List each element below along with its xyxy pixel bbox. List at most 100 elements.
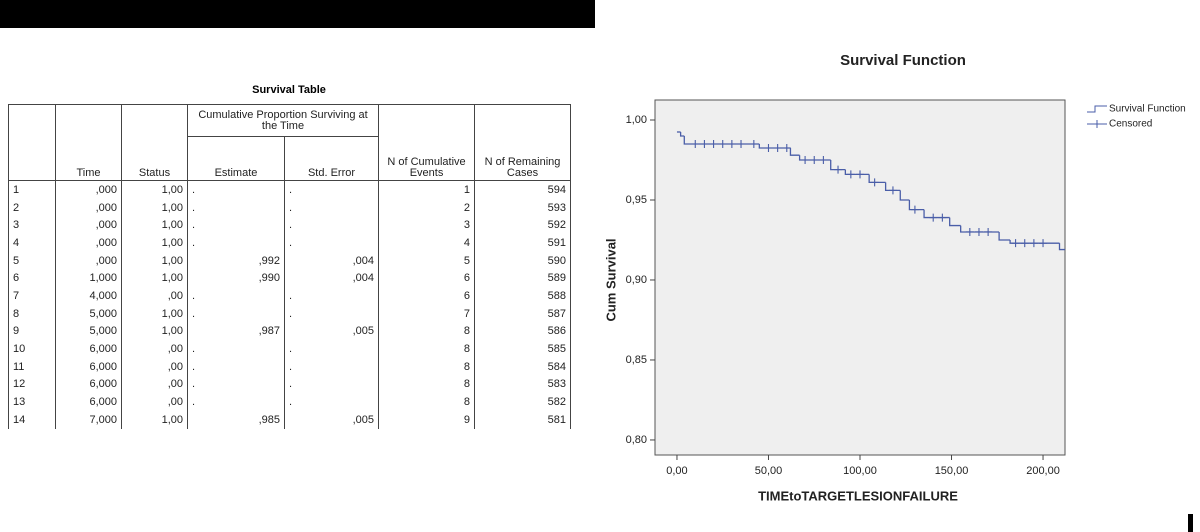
table-cell: 12 bbox=[8, 375, 56, 394]
censored-mark bbox=[1039, 239, 1048, 248]
header-cell: Cumulative Proportion Surviving at the T… bbox=[186, 104, 380, 137]
table-row: 13 6,000,00.. 8 582 bbox=[8, 393, 572, 411]
table-cell: 593 bbox=[474, 198, 572, 217]
censored-mark bbox=[870, 178, 879, 187]
table-cell: ,00 bbox=[121, 375, 188, 394]
table-cell: 1,00 bbox=[121, 410, 188, 429]
x-tick-label: 150,00 bbox=[935, 465, 969, 477]
plot-marks bbox=[676, 131, 1065, 251]
survival-step bbox=[899, 190, 910, 201]
legend-label: Survival Function bbox=[1109, 104, 1186, 115]
table-cell: 591 bbox=[474, 234, 572, 252]
y-tick-label: 0,85 bbox=[626, 354, 647, 366]
censored-mark bbox=[727, 139, 736, 148]
table-cell: ,992 bbox=[187, 251, 285, 270]
table-cell: 583 bbox=[474, 375, 572, 394]
chart-title: Survival Function bbox=[840, 52, 966, 69]
table-cell: . bbox=[283, 375, 380, 394]
x-tick-label: 50,00 bbox=[755, 465, 783, 477]
table-cell: . bbox=[283, 393, 380, 411]
table-cell: ,00 bbox=[121, 393, 188, 411]
censored-mark bbox=[718, 139, 727, 148]
table-cell: ,004 bbox=[283, 269, 380, 288]
survival-step bbox=[679, 131, 685, 137]
table-title: Survival Table bbox=[252, 84, 326, 96]
legend-swatch bbox=[1087, 120, 1107, 128]
survival-table: Time Status Cumulative Proportion Surviv… bbox=[8, 104, 572, 429]
table-cell: 4,000 bbox=[55, 287, 122, 305]
table-cell: ,987 bbox=[187, 322, 285, 341]
table-cell: . bbox=[283, 216, 380, 235]
censored-mark bbox=[856, 170, 864, 179]
censored-mark bbox=[709, 139, 718, 148]
censored-mark bbox=[764, 143, 773, 152]
x-tick-label: 100,00 bbox=[843, 465, 877, 477]
table-row: 1,000 1,00.. 1 594 bbox=[8, 180, 572, 199]
table-cell: . bbox=[283, 180, 380, 199]
table-row: 14 7,000 1,00,985,005 9 581 bbox=[8, 410, 572, 429]
censored-mark bbox=[929, 213, 938, 222]
censored-mark bbox=[888, 186, 897, 195]
y-tick-label: 1,00 bbox=[626, 114, 647, 126]
table-cell: 1,00 bbox=[121, 269, 188, 288]
table-row: 7 4,000,00.. 6 588 bbox=[8, 287, 572, 305]
table-cell: . bbox=[283, 198, 380, 217]
x-tick-label: 0,00 bbox=[666, 465, 687, 477]
table-cell: 1,00 bbox=[121, 304, 188, 323]
table-cell: 6,000 bbox=[55, 393, 122, 411]
table-cell: 1,000 bbox=[55, 269, 122, 288]
table-row: 4,000 1,00.. 4 591 bbox=[8, 234, 572, 252]
table-cell: 584 bbox=[474, 357, 572, 376]
table-cell: 6,000 bbox=[55, 375, 122, 394]
table-cell: ,000 bbox=[55, 251, 122, 270]
header-cell: Status bbox=[121, 104, 188, 181]
legend-swatch bbox=[1087, 105, 1107, 113]
survival-step bbox=[1058, 243, 1065, 251]
table-row: 12 6,000,00.. 8 583 bbox=[8, 375, 572, 394]
header-cell: Estimate bbox=[187, 136, 285, 181]
y-axis-label: Cum Survival bbox=[603, 238, 618, 321]
y-tick-label: 0,95 bbox=[626, 194, 647, 206]
table-cell: 590 bbox=[474, 251, 572, 270]
survival-step bbox=[998, 231, 1011, 241]
table-cell: ,00 bbox=[121, 357, 188, 376]
header-cell: Std. Error bbox=[283, 136, 380, 181]
table-row: 3,000 1,00.. 3 592 bbox=[8, 216, 572, 235]
table-cell: 592 bbox=[474, 216, 572, 235]
table-row: 9 5,000 1,00,987,005 8 586 bbox=[8, 322, 572, 341]
censored-mark bbox=[974, 227, 983, 236]
table-cell: 10 bbox=[8, 340, 56, 358]
table-cell: 1,00 bbox=[121, 216, 188, 235]
table-row: 6 1,000 1,00,990,004 6 589 bbox=[8, 269, 572, 288]
table-cell: 6,000 bbox=[55, 357, 122, 376]
table-cell: . bbox=[283, 287, 380, 305]
plot-area bbox=[654, 99, 1066, 456]
table-cell: 582 bbox=[474, 393, 572, 411]
table-cell: 594 bbox=[474, 180, 572, 199]
censored-mark bbox=[700, 139, 709, 148]
table-cell: ,990 bbox=[187, 269, 285, 288]
table-row: 5,000 1,00,992,004 5 590 bbox=[8, 251, 572, 270]
censored-mark bbox=[691, 139, 700, 148]
table-cell: 586 bbox=[474, 322, 572, 341]
y-tick-label: 0,90 bbox=[626, 274, 647, 286]
header-cell: Time bbox=[55, 104, 122, 181]
table-cell: ,00 bbox=[121, 340, 188, 358]
table-row: 10 6,000,00.. 8 585 bbox=[8, 340, 572, 358]
table-cell: 1,00 bbox=[121, 322, 188, 341]
table-cell: 589 bbox=[474, 269, 572, 288]
table-cell: ,000 bbox=[55, 198, 122, 217]
censored-mark bbox=[810, 155, 819, 164]
table-row: 8 5,000 1,00.. 7 587 bbox=[8, 304, 572, 323]
censored-mark bbox=[773, 143, 782, 152]
x-axis-label: TIMEtoTARGETLESIONFAILURE bbox=[758, 488, 958, 503]
legend-label: Censored bbox=[1109, 119, 1152, 130]
table-cell: ,000 bbox=[55, 216, 122, 235]
table-cell: ,005 bbox=[283, 410, 380, 429]
table-cell: 587 bbox=[474, 304, 572, 323]
survival-step bbox=[949, 217, 961, 227]
censored-mark bbox=[801, 155, 810, 164]
table-cell: ,000 bbox=[55, 234, 122, 252]
survival-step bbox=[908, 199, 925, 211]
